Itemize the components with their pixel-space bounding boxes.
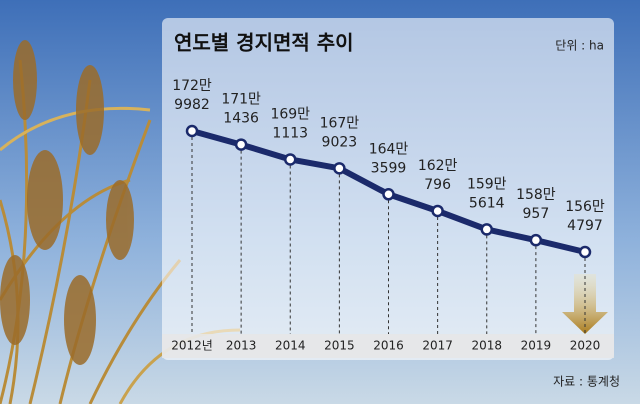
source: 자료 : 통계청 [553, 375, 620, 389]
value-label: 796 [424, 177, 451, 193]
data-point [529, 233, 543, 247]
x-tick-label: 2014 [275, 339, 306, 353]
x-axis-band [162, 334, 614, 358]
value-label: 5614 [469, 195, 505, 211]
data-point [185, 124, 199, 138]
x-tick-label: 2013 [226, 339, 257, 353]
chart-title: 연도별 경지면적 추이 [174, 31, 354, 55]
x-tick-label: 2020 [570, 339, 601, 353]
value-label: 164만 [369, 141, 409, 157]
unit-label: 단위 : ha [555, 39, 604, 53]
rice-grains [0, 40, 134, 365]
data-point [431, 204, 444, 218]
x-tick-label: 2018 [471, 339, 502, 353]
value-label: 158만 [516, 187, 556, 203]
value-label: 3599 [371, 160, 407, 176]
value-label: 4797 [567, 218, 603, 234]
x-tick-label: 2017 [422, 339, 453, 353]
value-label: 162만 [418, 158, 458, 174]
x-tick-label: 2016 [373, 339, 404, 353]
x-tick-label: 2012년 [171, 339, 213, 353]
value-label: 957 [523, 206, 550, 222]
x-tick-label: 2019 [521, 339, 552, 353]
value-label: 169만 [270, 106, 310, 122]
data-point [578, 245, 592, 259]
down-arrow [562, 274, 608, 334]
value-label: 171만 [221, 92, 261, 108]
data-point [382, 188, 395, 201]
value-label: 1113 [272, 125, 308, 141]
value-label: 159만 [467, 176, 507, 192]
x-tick-label: 2015 [324, 339, 355, 353]
data-point [333, 162, 346, 175]
data-point [480, 223, 493, 236]
value-label: 167만 [320, 115, 360, 131]
data-point [234, 138, 248, 151]
value-label: 156만 [565, 199, 605, 215]
value-label: 1436 [223, 111, 259, 127]
value-label: 9023 [322, 134, 358, 150]
value-label: 172만 [172, 78, 212, 94]
data-point [284, 153, 297, 166]
value-label: 9982 [174, 97, 210, 113]
